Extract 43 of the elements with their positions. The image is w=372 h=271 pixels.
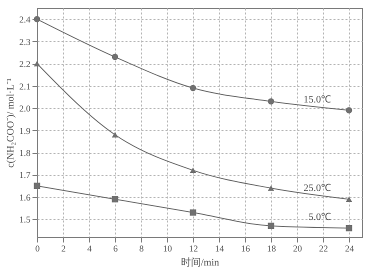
y-tick-label: 1.7 bbox=[19, 170, 31, 180]
x-tick-label: 0 bbox=[35, 244, 40, 254]
x-axis-title: 时间/min bbox=[180, 256, 220, 268]
y-tick-label: 1.8 bbox=[19, 148, 31, 158]
point bbox=[268, 185, 274, 191]
x-tick-label: 8 bbox=[139, 244, 144, 254]
series-label: 5.0℃ bbox=[308, 212, 331, 224]
y-tick-label: 2.0 bbox=[19, 104, 31, 114]
point bbox=[190, 84, 196, 92]
x-tick-label: 16 bbox=[241, 244, 250, 254]
point bbox=[34, 182, 40, 190]
x-tick-label: 4 bbox=[87, 244, 92, 254]
point bbox=[34, 60, 40, 66]
point bbox=[346, 196, 352, 202]
series-label: 25.0℃ bbox=[304, 183, 331, 194]
point bbox=[190, 209, 196, 216]
x-tick-label: 24 bbox=[345, 244, 354, 254]
point bbox=[346, 107, 352, 114]
x-tick-label: 22 bbox=[319, 244, 328, 254]
point bbox=[34, 16, 40, 22]
y-tick-label: 2.3 bbox=[19, 36, 31, 47]
y-tick-label: 1.9 bbox=[19, 126, 31, 136]
x-tick-label: 20 bbox=[293, 244, 302, 254]
point bbox=[346, 224, 352, 232]
x-tick-label: 2 bbox=[61, 244, 66, 254]
y-tick-label: 1.5 bbox=[19, 214, 31, 225]
x-tick-label: 14 bbox=[215, 244, 224, 254]
point bbox=[268, 98, 274, 105]
x-tick-label: 12 bbox=[189, 244, 198, 254]
y-tick-label: 1.6 bbox=[19, 192, 31, 202]
point bbox=[112, 196, 118, 202]
point bbox=[190, 168, 196, 174]
point bbox=[112, 54, 118, 60]
y-tick-label: 2.4 bbox=[19, 14, 31, 25]
x-tick-label: 18 bbox=[267, 244, 276, 254]
point bbox=[268, 222, 274, 230]
y-tick-label: 2.2 bbox=[19, 59, 30, 70]
series-label: 15.0℃ bbox=[304, 94, 331, 106]
y-tick-label: 2.1 bbox=[19, 81, 30, 92]
point bbox=[112, 132, 118, 138]
y-axis-title: c(NH₂COO⁻)/ mol·L⁻¹ bbox=[5, 78, 16, 168]
x-tick-label: 6 bbox=[113, 244, 118, 254]
x-tick-label: 10 bbox=[163, 244, 172, 254]
